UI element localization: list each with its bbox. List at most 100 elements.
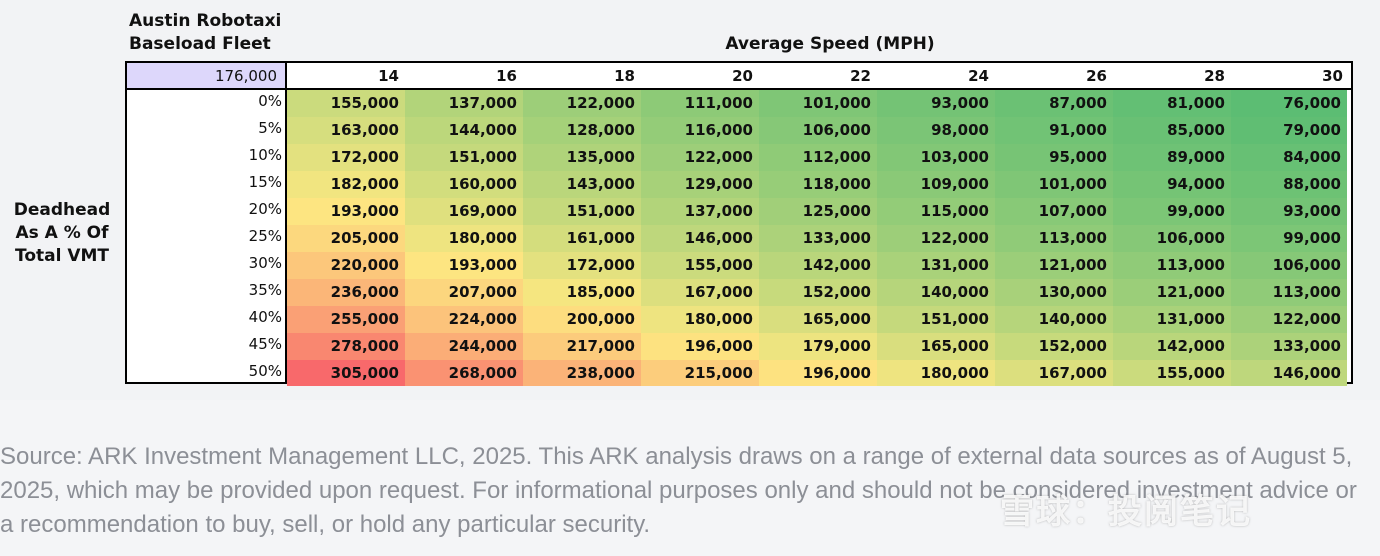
- heatmap-cell: 244,000: [405, 333, 523, 360]
- heatmap-cell: 215,000: [641, 360, 759, 386]
- speed-label: 28: [1204, 67, 1225, 85]
- heatmap-cell: 133,000: [1231, 333, 1347, 360]
- heatmap-cell: 155,000: [287, 90, 405, 117]
- speed-label: 26: [1086, 67, 1107, 85]
- heatmap-cell: 85,000: [1113, 117, 1231, 144]
- heatmap-cell: 103,000: [877, 144, 995, 171]
- heatmap-cell: 116,000: [641, 117, 759, 144]
- heatmap-cell: 115,000: [877, 198, 995, 225]
- deadhead-label: 40%: [248, 308, 282, 326]
- heatmap-cell: 172,000: [523, 252, 641, 279]
- heatmap-cell: 238,000: [523, 360, 641, 386]
- speed-label: 16: [496, 67, 517, 85]
- heatmap-cell: 109,000: [877, 171, 995, 198]
- heatmap-cell: 106,000: [759, 117, 877, 144]
- heatmap-cell: 160,000: [405, 171, 523, 198]
- deadhead-label: 5%: [258, 119, 282, 137]
- speed-label: 18: [614, 67, 635, 85]
- speed-label: 22: [850, 67, 871, 85]
- speed-label: 20: [732, 67, 753, 85]
- heatmap-cell: 172,000: [287, 144, 405, 171]
- heatmap-cell: 165,000: [759, 306, 877, 333]
- row-axis-title-line2: As A % Of: [15, 223, 109, 243]
- heatmap-cell: 89,000: [1113, 144, 1231, 171]
- deadhead-label: 10%: [248, 146, 282, 164]
- deadhead-label: 45%: [248, 335, 282, 353]
- heatmap-cell: 106,000: [1231, 252, 1347, 279]
- deadhead-label: 35%: [248, 281, 282, 299]
- heatmap-cell: 142,000: [759, 252, 877, 279]
- heatmap-cell: 142,000: [1113, 333, 1231, 360]
- heatmap-cell: 125,000: [759, 198, 877, 225]
- deadhead-label: 0%: [258, 92, 282, 110]
- heatmap-cell: 99,000: [1113, 198, 1231, 225]
- heatmap-cell: 165,000: [877, 333, 995, 360]
- heatmap-cell: 121,000: [1113, 279, 1231, 306]
- heatmap-cell: 196,000: [759, 360, 877, 386]
- heatmap-cell: 122,000: [877, 225, 995, 252]
- heatmap-cell: 180,000: [405, 225, 523, 252]
- heatmap-cell: 217,000: [523, 333, 641, 360]
- heatmap-cell: 76,000: [1231, 90, 1347, 117]
- heatmap-panel: Austin Robotaxi Baseload Fleet Average S…: [13, 11, 1353, 386]
- heatmap-cell: 151,000: [405, 144, 523, 171]
- heatmap-cell: 113,000: [1231, 279, 1347, 306]
- heatmap-cell: 101,000: [759, 90, 877, 117]
- heatmap-cell: 112,000: [759, 144, 877, 171]
- row-axis-title-line1: Deadhead: [13, 200, 111, 220]
- heatmap-cell: 94,000: [1113, 171, 1231, 198]
- heatmap-cell: 95,000: [995, 144, 1113, 171]
- heatmap-cell: 81,000: [1113, 90, 1231, 117]
- heatmap-cell: 169,000: [405, 198, 523, 225]
- heatmap-cell: 146,000: [641, 225, 759, 252]
- heatmap-cell: 131,000: [877, 252, 995, 279]
- heatmap-cell: 224,000: [405, 306, 523, 333]
- heatmap-cell: 84,000: [1231, 144, 1347, 171]
- speed-label: 24: [968, 67, 989, 85]
- heatmap-cell: 200,000: [523, 306, 641, 333]
- heatmap-cell: 140,000: [877, 279, 995, 306]
- source-note: Source: ARK Investment Management LLC, 2…: [0, 443, 1357, 538]
- fleet-title-line1: Austin Robotaxi: [129, 11, 282, 31]
- heatmap-cell: 91,000: [995, 117, 1113, 144]
- heatmap-cell: 255,000: [287, 306, 405, 333]
- heatmap-cell: 129,000: [641, 171, 759, 198]
- heatmap-cell: 152,000: [995, 333, 1113, 360]
- heatmap-cell: 268,000: [405, 360, 523, 386]
- heatmap-cell: 152,000: [759, 279, 877, 306]
- heatmap-cell: 88,000: [1231, 171, 1347, 198]
- heatmap-cell: 99,000: [1231, 225, 1347, 252]
- heatmap-cell: 236,000: [287, 279, 405, 306]
- heatmap-cell: 111,000: [641, 90, 759, 117]
- heatmap-cell: 207,000: [405, 279, 523, 306]
- deadhead-label: 20%: [248, 200, 282, 218]
- heatmap-cell: 106,000: [1113, 225, 1231, 252]
- heatmap-cell: 143,000: [523, 171, 641, 198]
- fleet-title-line2: Baseload Fleet: [129, 34, 271, 54]
- heatmap-cell: 98,000: [877, 117, 995, 144]
- heatmap-cell: 163,000: [287, 117, 405, 144]
- heatmap-cell: 185,000: [523, 279, 641, 306]
- heatmap-cell: 135,000: [523, 144, 641, 171]
- heatmap-cell: 146,000: [1231, 360, 1347, 386]
- heatmap-cell: 196,000: [641, 333, 759, 360]
- heatmap-cell: 122,000: [523, 90, 641, 117]
- heatmap-cell: 205,000: [287, 225, 405, 252]
- heatmap-cell: 180,000: [641, 306, 759, 333]
- heatmap-cell: 93,000: [1231, 198, 1347, 225]
- heatmap-cell: 140,000: [995, 306, 1113, 333]
- watermark: 雪球：投阅笔记: [1000, 492, 1252, 532]
- base-value-cell: 176,000: [127, 63, 285, 89]
- heatmap-cell: 128,000: [523, 117, 641, 144]
- table-divider-horizontal: [125, 88, 1353, 90]
- heatmap-cell: 151,000: [877, 306, 995, 333]
- heatmap-cell: 137,000: [641, 198, 759, 225]
- heatmap-cell: 131,000: [1113, 306, 1231, 333]
- heatmap-cell: 305,000: [287, 360, 405, 386]
- heatmap-cell: 93,000: [877, 90, 995, 117]
- heatmap-cell: 193,000: [287, 198, 405, 225]
- heatmap-cell: 193,000: [405, 252, 523, 279]
- heatmap-cell: 180,000: [877, 360, 995, 386]
- heatmap-cell: 87,000: [995, 90, 1113, 117]
- heatmap-cell: 137,000: [405, 90, 523, 117]
